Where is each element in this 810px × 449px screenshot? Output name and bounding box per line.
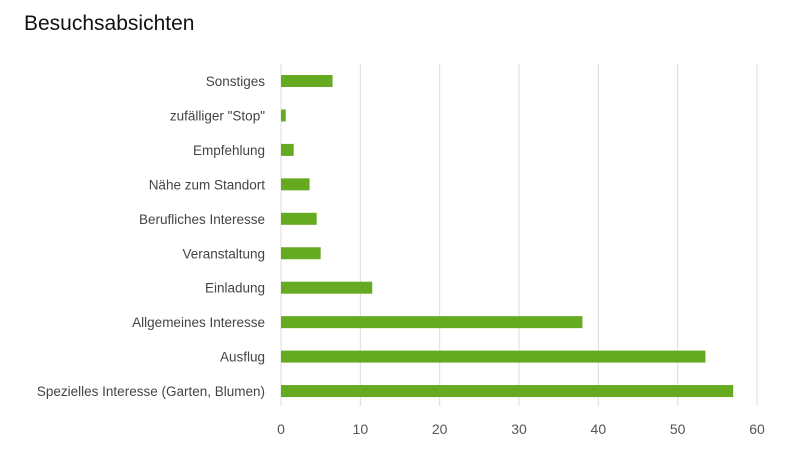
x-axis-tick-labels: 0 10 20 30 40 50 60 xyxy=(277,421,765,437)
bar xyxy=(281,385,734,398)
x-tick-label: 10 xyxy=(353,421,369,437)
x-tick-label: 0 xyxy=(277,421,285,437)
bar xyxy=(281,109,286,122)
x-tick-label: 60 xyxy=(749,421,765,437)
x-tick-label: 50 xyxy=(670,421,686,437)
bars xyxy=(281,75,734,398)
bar xyxy=(281,316,583,329)
bar xyxy=(281,212,317,225)
category-labels: Sonstiges zufälliger "Stop" Empfehlung Nähe… xyxy=(37,74,265,399)
bar xyxy=(281,247,321,260)
category-label: Empfehlung xyxy=(193,143,265,158)
bar xyxy=(281,281,373,294)
category-label: Einladung xyxy=(205,281,265,296)
category-label: Sonstiges xyxy=(206,74,266,89)
category-label: Nähe zum Standort xyxy=(149,177,266,192)
category-label: Ausflug xyxy=(220,350,265,365)
category-label: Berufliches Interesse xyxy=(139,212,265,227)
category-label: Allgemeines Interesse xyxy=(132,315,265,330)
chart-title: Besuchsabsichten xyxy=(24,12,195,35)
category-label: Spezielles Interesse (Garten, Blumen) xyxy=(37,384,265,399)
category-label: zufälliger "Stop" xyxy=(170,108,265,123)
x-tick-label: 30 xyxy=(511,421,527,437)
x-tick-label: 40 xyxy=(591,421,607,437)
grid-lines xyxy=(280,64,758,406)
x-tick-label: 20 xyxy=(432,421,448,437)
category-label: Veranstaltung xyxy=(182,246,265,261)
bar xyxy=(281,143,294,156)
bar xyxy=(281,178,310,191)
bar xyxy=(281,75,333,87)
bar xyxy=(281,350,706,363)
